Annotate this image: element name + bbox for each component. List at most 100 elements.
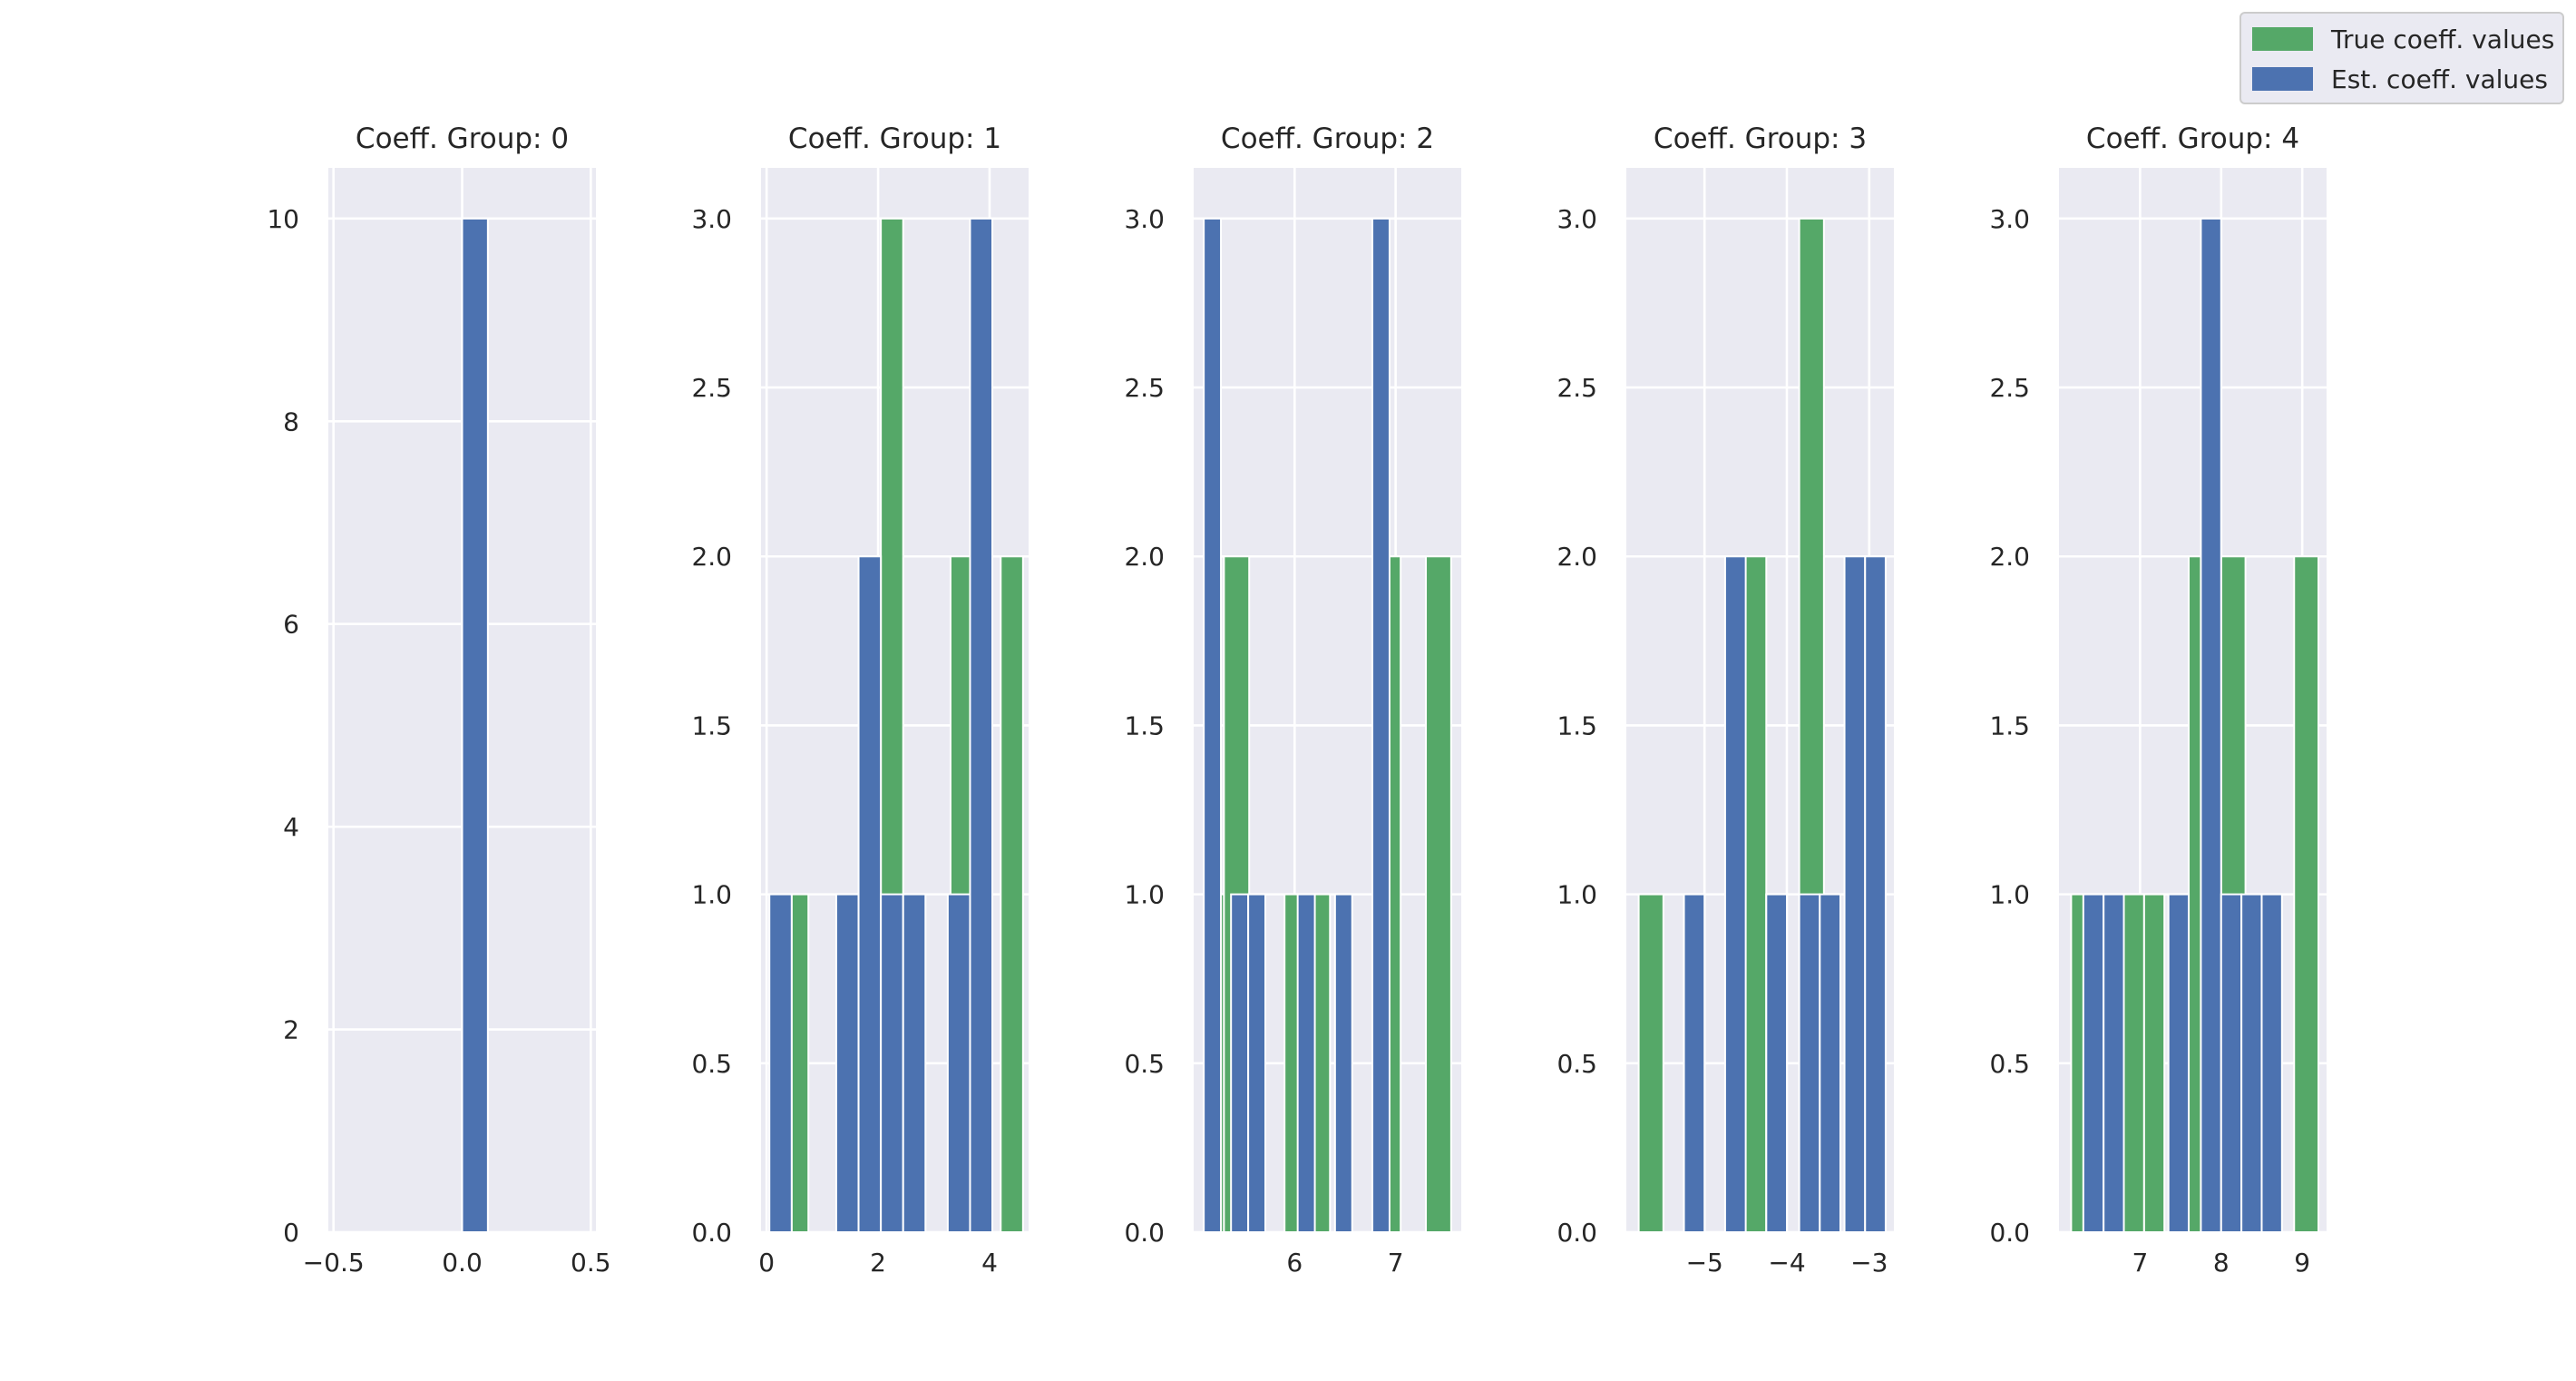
y-tick-label: 2.0 [1556, 542, 1597, 572]
bar-est [2260, 893, 2283, 1233]
x-tick-label: 8 [2213, 1248, 2230, 1278]
bar-est [857, 555, 883, 1233]
y-tick-label: 1.0 [691, 880, 732, 910]
bar-true [2188, 555, 2202, 1233]
bar-est [969, 217, 994, 1233]
bar-est [834, 893, 860, 1233]
x-tick-label: 7 [2132, 1248, 2148, 1278]
bar-est [880, 893, 904, 1233]
y-tick-label: 0.0 [1989, 1218, 2030, 1248]
bar-est [946, 893, 971, 1233]
bar-est [461, 217, 489, 1233]
x-tick-label: 0.0 [442, 1248, 483, 1278]
bar-est [2200, 217, 2222, 1233]
bar-est [2220, 893, 2243, 1233]
panel-title: Coeff. Group: 4 [2086, 122, 2299, 155]
bar-est [2167, 893, 2191, 1233]
bar-est [1843, 555, 1867, 1233]
y-tick-label: 8 [283, 406, 299, 436]
panel-0: −0.5 0.0 0.5 0 2 4 6 8 10 Coeff. Group: 0 [267, 122, 610, 1278]
y-tick-label: 6 [283, 610, 299, 640]
y-tick-label: 0.0 [1556, 1218, 1597, 1248]
y-tick-label: 0.0 [1124, 1218, 1165, 1248]
legend: True coeff. values Est. coeff. values [2239, 12, 2564, 104]
legend-label-true: True coeff. values [2331, 24, 2555, 54]
legend-swatch-true [2252, 27, 2313, 51]
bar-est [2240, 893, 2263, 1233]
y-tick-label: 2.5 [1556, 373, 1597, 403]
y-tick-label: 2.0 [1124, 542, 1165, 572]
y-tick-label: 2.5 [1989, 373, 2030, 403]
legend-entry-est: Est. coeff. values [2252, 61, 2548, 97]
y-tick-label: 3.0 [691, 204, 732, 234]
x-tick-label: 2 [870, 1248, 886, 1278]
bar-true [1637, 893, 1664, 1233]
bar-est [1765, 893, 1789, 1233]
panel-title: Coeff. Group: 2 [1221, 122, 1434, 155]
bar-est [768, 893, 793, 1233]
panel-title: Coeff. Group: 1 [788, 122, 1001, 155]
bar-est [1296, 893, 1316, 1233]
bar-true [790, 893, 810, 1233]
panel-4: 7 8 9 0.0 0.5 1.0 1.5 2.0 2.5 3.0 Coeff. Group: 4 [1989, 122, 2327, 1278]
y-tick-label: 2.0 [1989, 542, 2030, 572]
y-tick-label: 3.0 [1124, 204, 1165, 234]
x-tick-label: 0 [758, 1248, 775, 1278]
bar-est [2103, 893, 2125, 1233]
panel-2: 6 7 0.0 0.5 1.0 1.5 2.0 2.5 3.0 Coeff. Group: 2 [1124, 122, 1461, 1278]
y-tick-label: 1.0 [1124, 880, 1165, 910]
y-tick-label: 2.0 [691, 542, 732, 572]
bar-est [2082, 893, 2105, 1233]
x-tick-label: 7 [1388, 1248, 1404, 1278]
y-tick-label: 2.5 [691, 373, 732, 403]
y-tick-label: 0.5 [1556, 1049, 1597, 1079]
y-tick-label: 1.5 [1556, 710, 1597, 740]
bar-est [1230, 893, 1250, 1233]
panel-title: Coeff. Group: 3 [1654, 122, 1867, 155]
y-tick-label: 1.0 [1556, 880, 1597, 910]
bar-true [1000, 555, 1024, 1233]
x-tick-label: 6 [1286, 1248, 1303, 1278]
bar-est [1683, 893, 1706, 1233]
legend-swatch-est [2252, 67, 2313, 91]
y-tick-label: 1.5 [1989, 710, 2030, 740]
bar-est [1819, 893, 1842, 1233]
bar-est [1798, 893, 1821, 1233]
x-tick-label: −0.5 [303, 1248, 365, 1278]
panel-title: Coeff. Group: 0 [356, 122, 569, 155]
y-tick-label: 2.5 [1124, 373, 1165, 403]
y-tick-label: 1.5 [691, 710, 732, 740]
legend-entry-true: True coeff. values [2252, 21, 2554, 57]
panel-3: −5 −4 −3 0.0 0.5 1.0 1.5 2.0 2.5 3.0 Coeff. Group:… [1556, 122, 1894, 1278]
y-tick-label: 3.0 [1556, 204, 1597, 234]
panel-1: 0 2 4 0.0 0.5 1.0 1.5 2.0 2.5 3.0 Coeff. Group: 1 [691, 122, 1029, 1278]
y-tick-label: 0 [283, 1218, 299, 1248]
bar-est [1723, 555, 1747, 1233]
y-tick-label: 0.5 [1989, 1049, 2030, 1079]
x-tick-label: −3 [1850, 1248, 1888, 1278]
y-tick-label: 4 [283, 812, 299, 842]
bar-est [1203, 217, 1223, 1233]
bar-est [1864, 555, 1887, 1233]
y-tick-label: 1.5 [1124, 710, 1165, 740]
y-tick-label: 3.0 [1989, 204, 2030, 234]
bar-true [2293, 555, 2320, 1233]
bar-true [1425, 555, 1452, 1233]
bar-est [1247, 893, 1267, 1233]
y-tick-label: 0.0 [691, 1218, 732, 1248]
y-tick-label: 0.5 [691, 1049, 732, 1079]
legend-label-est: Est. coeff. values [2331, 64, 2548, 94]
x-tick-label: 0.5 [571, 1248, 611, 1278]
bar-est [1333, 893, 1353, 1233]
bar-est [1371, 217, 1390, 1233]
x-tick-label: −4 [1768, 1248, 1805, 1278]
x-tick-label: 9 [2294, 1248, 2310, 1278]
x-tick-label: −5 [1686, 1248, 1723, 1278]
y-tick-label: 0.5 [1124, 1049, 1165, 1079]
bar-true [2122, 893, 2145, 1233]
x-tick-label: 4 [981, 1248, 998, 1278]
y-tick-label: 2 [283, 1015, 299, 1045]
bar-est [902, 893, 927, 1233]
y-tick-label: 10 [267, 204, 299, 234]
